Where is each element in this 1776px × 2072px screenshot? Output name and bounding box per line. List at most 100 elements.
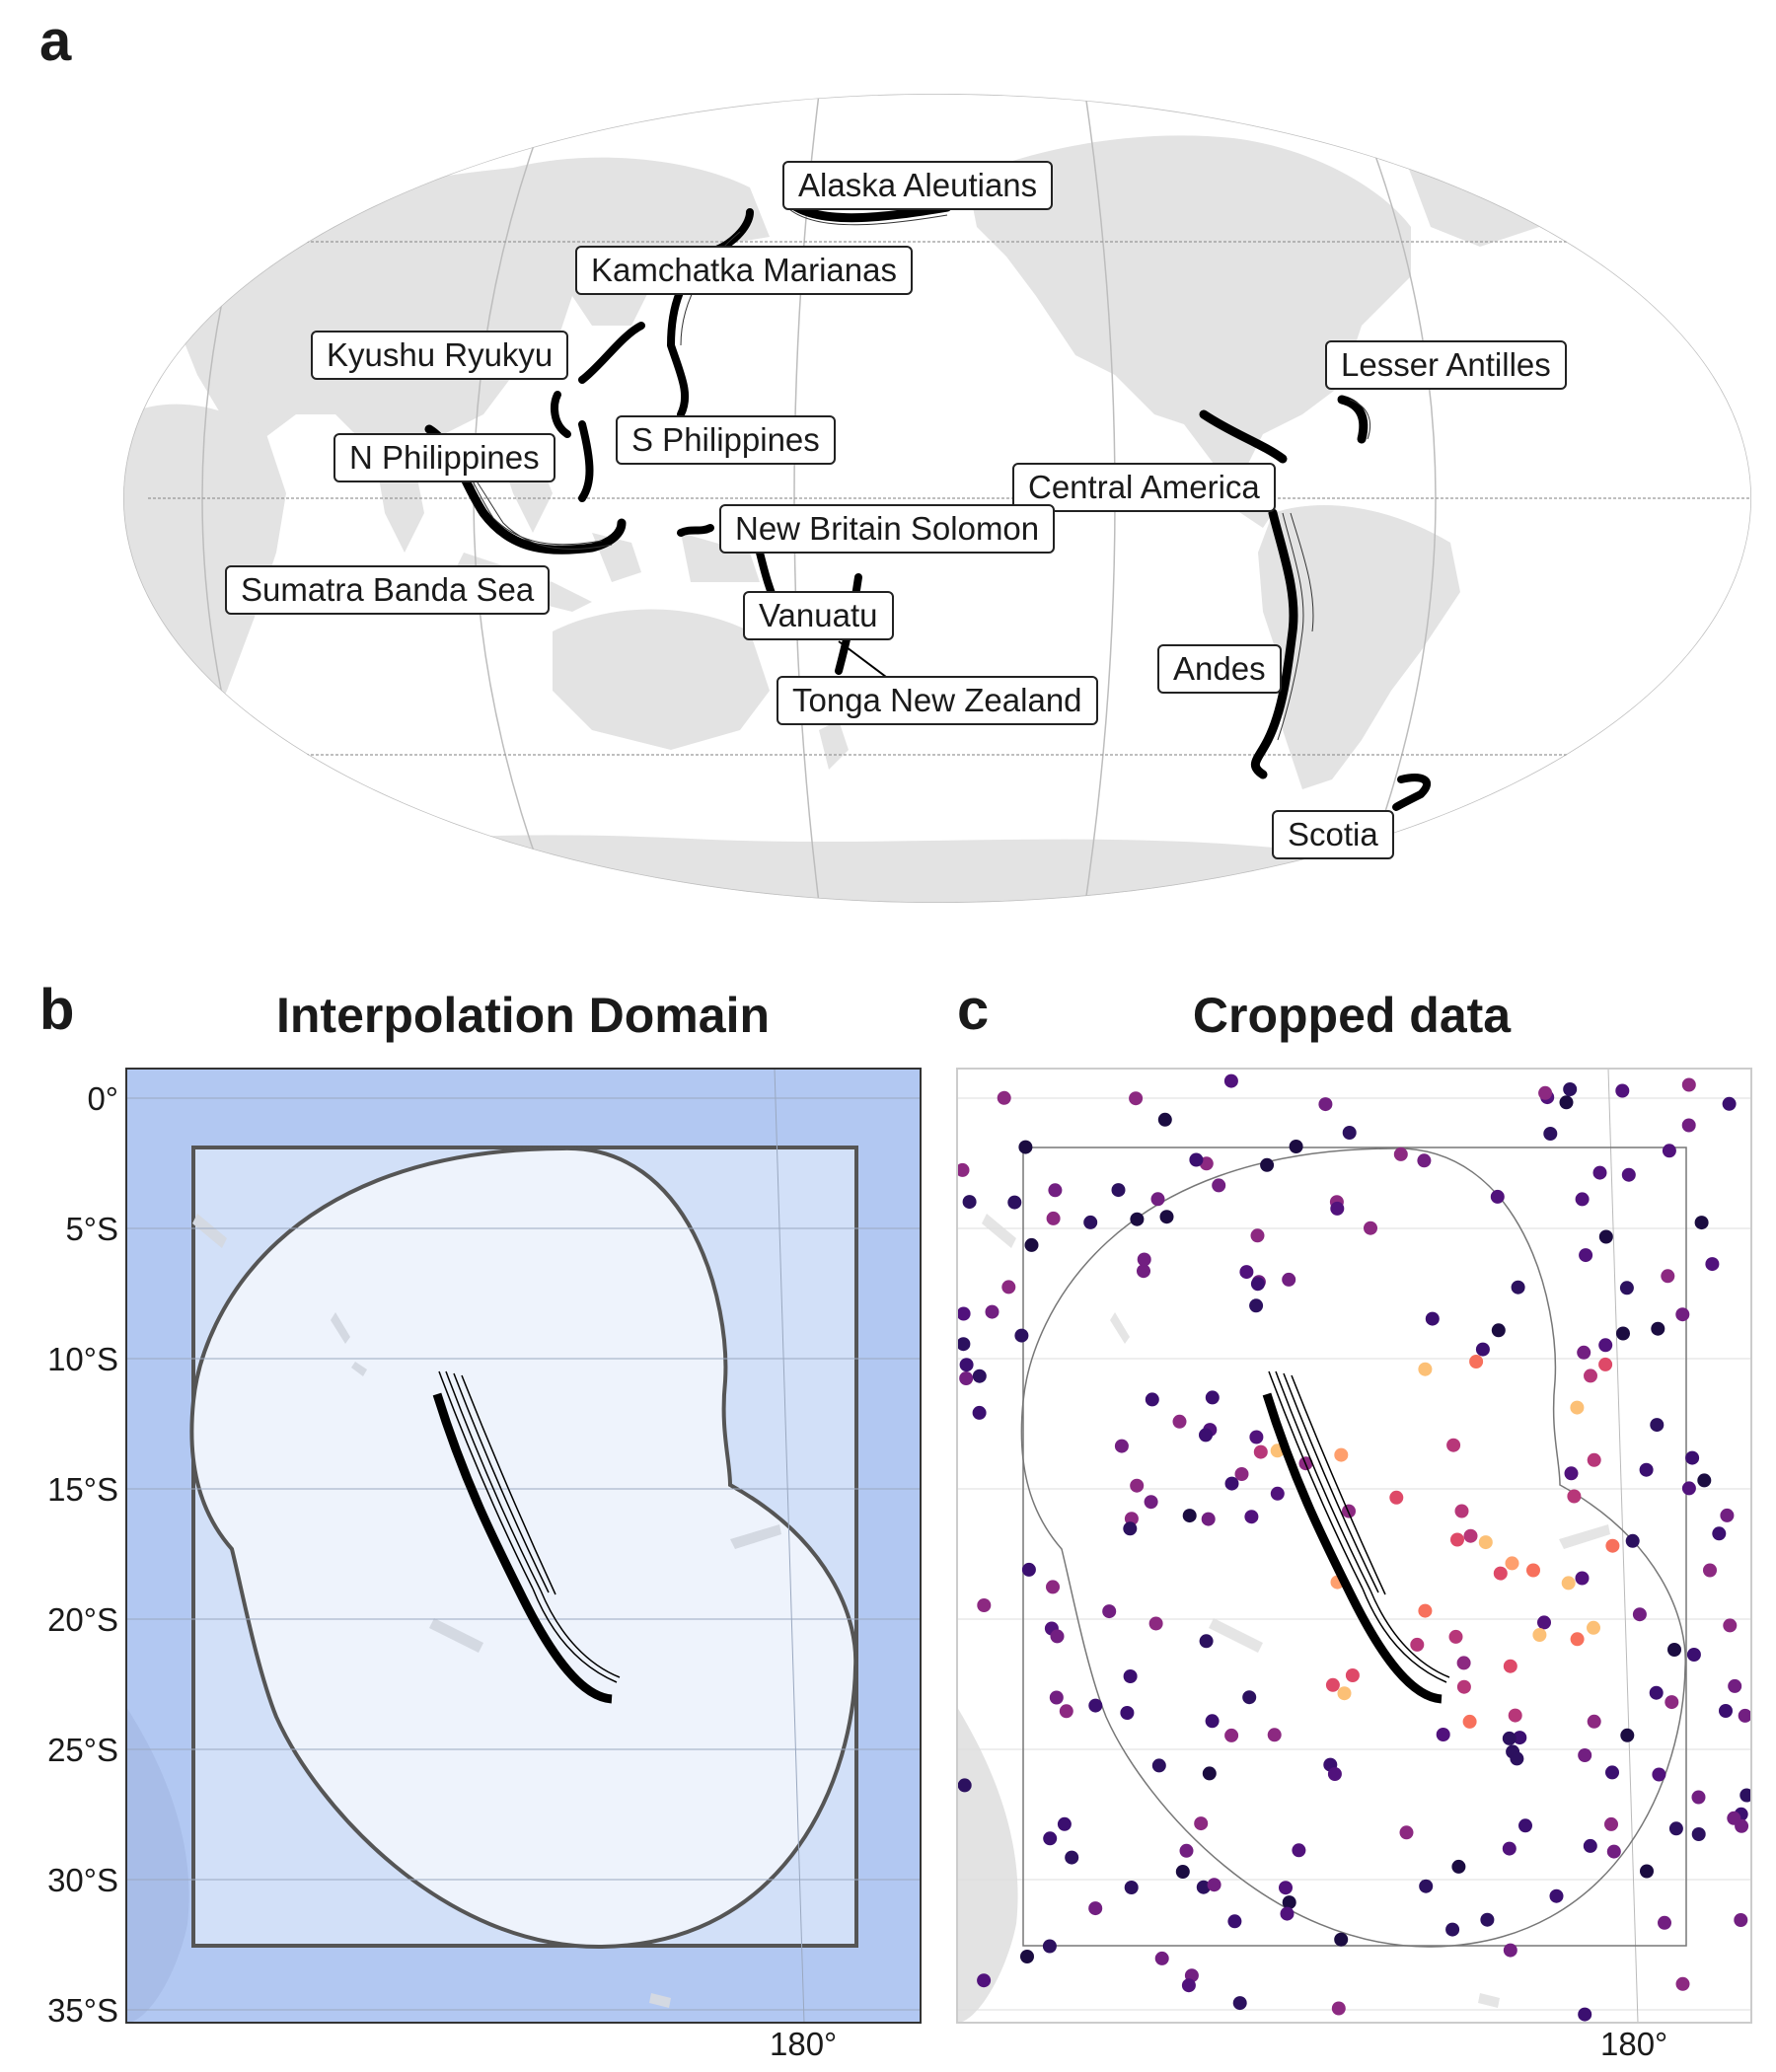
data-point [1723, 1618, 1738, 1633]
data-point [1549, 1888, 1564, 1903]
data-point [1493, 1566, 1508, 1581]
data-point [1001, 1280, 1016, 1295]
data-point [1024, 1237, 1039, 1252]
data-point [1194, 1816, 1209, 1831]
data-point [1137, 1252, 1151, 1267]
data-point [1462, 1714, 1477, 1729]
data-point [1018, 1140, 1033, 1154]
data-point [1260, 1157, 1275, 1172]
data-point [1502, 1731, 1517, 1745]
data-point [1049, 1690, 1064, 1705]
data-point [957, 1306, 971, 1321]
data-point [1480, 1912, 1495, 1927]
data-point [1059, 1704, 1073, 1719]
data-point [1675, 1976, 1690, 1991]
data-point [1598, 1338, 1613, 1353]
label-s-philippines: S Philippines [616, 415, 836, 465]
data-point [1267, 1728, 1282, 1742]
data-point [1145, 1392, 1159, 1407]
data-point [1712, 1526, 1727, 1541]
data-point [1681, 1481, 1696, 1496]
data-point [1292, 1843, 1306, 1858]
data-point [1668, 1821, 1683, 1836]
data-point [1014, 1328, 1029, 1343]
data-point [1651, 1321, 1665, 1336]
data-point [1587, 1714, 1601, 1729]
data-point [1144, 1495, 1158, 1510]
data-point [1157, 1112, 1172, 1127]
data-point [1201, 1512, 1216, 1526]
panel-b-title: Interpolation Domain [276, 988, 770, 1043]
data-point [1694, 1216, 1709, 1230]
data-point [1137, 1264, 1150, 1279]
data-point [1130, 1478, 1145, 1493]
data-point [1667, 1643, 1681, 1657]
data-point [1399, 1825, 1414, 1840]
latitude-lines [148, 241, 1751, 756]
data-point [1734, 1913, 1748, 1927]
data-point [1575, 1571, 1590, 1586]
data-point [1123, 1669, 1138, 1683]
data-point [1223, 1073, 1238, 1088]
grid-b [126, 1069, 921, 2023]
data-point [957, 1778, 972, 1793]
data-point [1114, 1439, 1129, 1453]
data-point [1224, 1728, 1239, 1742]
islands-b [192, 1214, 781, 2008]
data-point [1570, 1632, 1585, 1647]
panel-b-frame [125, 1068, 922, 2024]
data-point [1685, 1450, 1700, 1465]
data-point [1728, 1678, 1742, 1693]
data-point [1046, 1580, 1060, 1594]
data-point [1020, 1950, 1034, 1963]
data-point [959, 1371, 974, 1385]
data-point [1239, 1265, 1254, 1280]
bounding-box-c [1022, 1147, 1687, 1947]
lon-tick-b: 180° [770, 2026, 838, 2062]
data-point [1463, 1528, 1478, 1543]
data-point [1697, 1473, 1712, 1488]
data-point [1538, 1085, 1553, 1100]
data-point [1250, 1228, 1265, 1243]
data-point [1189, 1152, 1204, 1167]
data-point [1196, 1880, 1211, 1894]
data-point [1705, 1257, 1720, 1272]
data-point [972, 1369, 987, 1383]
lon-tick-c: 180° [1600, 2026, 1668, 2062]
data-point [1242, 1690, 1257, 1705]
data-point [1448, 1629, 1463, 1644]
data-point [1007, 1195, 1022, 1210]
data-point [1150, 1192, 1165, 1207]
data-point [1584, 1369, 1597, 1383]
data-point [1616, 1326, 1630, 1341]
australia-coast-c [957, 1707, 1018, 2023]
data-point [1518, 1818, 1532, 1833]
data-point [1451, 1859, 1466, 1874]
data-point [1605, 1765, 1619, 1780]
lat-tick-20s: 20°S [47, 1601, 118, 1638]
panel-c-frame [956, 1068, 1752, 2024]
data-point [1205, 1390, 1220, 1405]
data-point [1575, 1192, 1590, 1207]
data-point [1159, 1210, 1174, 1224]
lat-tick-5s: 5°S [65, 1211, 118, 1247]
data-point [1111, 1183, 1126, 1198]
data-point [1456, 1679, 1471, 1694]
data-point [1490, 1189, 1505, 1204]
data-point [1564, 1466, 1579, 1481]
label-kamchatka-marianas: Kamchatka Marianas [575, 246, 913, 295]
data-point [1182, 1509, 1197, 1523]
data-point [1469, 1355, 1484, 1369]
data-point [1418, 1362, 1433, 1376]
data-point [1598, 1357, 1613, 1371]
data-point [1043, 1831, 1058, 1846]
data-point [1604, 1816, 1618, 1831]
data-point [1154, 1951, 1169, 1965]
data-point [1605, 1538, 1620, 1553]
data-point [1083, 1215, 1098, 1229]
data-point [1620, 1728, 1635, 1742]
data-point [1587, 1452, 1601, 1467]
data-point [1418, 1603, 1433, 1618]
data-point [1652, 1767, 1666, 1782]
label-kyushu-ryukyu: Kyushu Ryukyu [311, 331, 569, 380]
